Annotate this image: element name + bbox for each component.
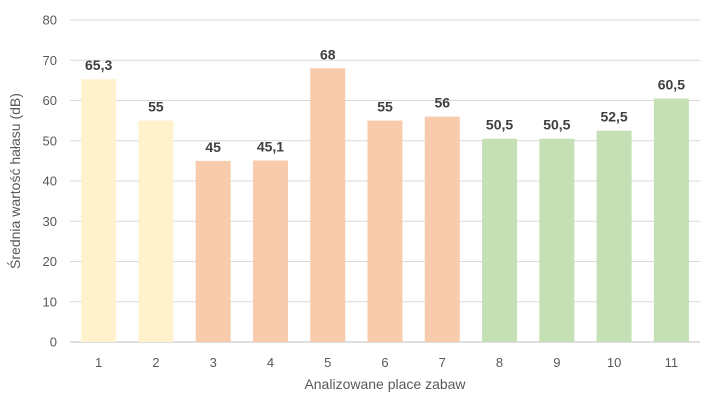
data-label: 52,5 <box>600 109 627 125</box>
y-tick-label: 80 <box>43 13 57 28</box>
bar <box>81 79 117 342</box>
data-label: 45,1 <box>257 138 284 154</box>
x-axis-title: Analizowane place zabaw <box>304 376 466 392</box>
bar <box>539 138 575 342</box>
y-tick-label: 40 <box>43 174 57 189</box>
x-tick-label: 6 <box>381 355 388 370</box>
y-axis-ticks: 0 10 20 30 40 50 60 70 80 <box>43 13 57 350</box>
x-tick-label: 2 <box>152 355 159 370</box>
y-tick-label: 30 <box>43 214 57 229</box>
data-label: 45 <box>205 139 221 155</box>
bar <box>482 138 518 342</box>
y-tick-label: 60 <box>43 93 57 108</box>
data-label: 65,3 <box>85 57 112 73</box>
data-label: 50,5 <box>543 117 570 133</box>
x-tick-label: 8 <box>496 355 503 370</box>
bar <box>424 116 460 342</box>
bar <box>653 98 689 342</box>
bars <box>81 68 689 343</box>
y-tick-label: 70 <box>43 53 57 68</box>
data-label: 50,5 <box>486 117 513 133</box>
data-label: 56 <box>434 95 450 111</box>
bar <box>367 120 403 342</box>
bar <box>138 120 174 342</box>
y-tick-label: 0 <box>50 335 57 350</box>
bar <box>596 130 632 342</box>
x-tick-label: 7 <box>439 355 446 370</box>
y-tick-label: 50 <box>43 133 57 148</box>
x-tick-label: 5 <box>324 355 331 370</box>
data-label: 68 <box>320 46 336 62</box>
x-tick-label: 1 <box>95 355 102 370</box>
x-tick-label: 10 <box>607 355 621 370</box>
y-tick-label: 20 <box>43 254 57 269</box>
data-labels: 65,3 55 45 45,1 68 55 56 50,5 50,5 52,5 60,5 <box>85 46 685 155</box>
x-tick-label: 9 <box>553 355 560 370</box>
data-label: 55 <box>377 99 393 115</box>
x-tick-label: 11 <box>665 355 679 370</box>
x-axis-ticks: 1 2 3 4 5 6 7 8 9 10 11 <box>95 355 678 370</box>
x-tick-label: 3 <box>210 355 217 370</box>
bar <box>195 160 231 342</box>
x-tick-label: 4 <box>267 355 274 370</box>
y-tick-label: 10 <box>43 294 57 309</box>
y-axis-title: Średnia wartość hałasu (dB) <box>6 93 23 269</box>
bar <box>252 160 288 342</box>
data-label: 60,5 <box>658 76 685 92</box>
data-label: 55 <box>148 99 164 115</box>
bar <box>310 68 346 343</box>
